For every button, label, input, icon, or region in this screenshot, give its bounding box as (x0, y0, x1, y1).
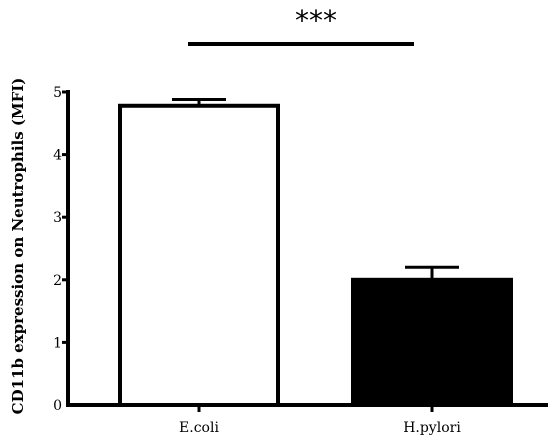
bar-h-pylori (351, 277, 513, 407)
y-axis: 0 1 2 3 4 5 (53, 85, 70, 414)
category-labels: E.coli H.pylori (179, 420, 461, 436)
y-tick-label: 0 (53, 398, 62, 414)
y-tick-label: 1 (53, 335, 62, 351)
bars (118, 98, 513, 407)
category-label: H.pylori (403, 420, 461, 436)
category-label: E.coli (179, 420, 219, 436)
y-tick-label: 2 (53, 273, 62, 289)
significance-stars: *** (295, 4, 337, 37)
significance-annotation: *** (188, 4, 414, 46)
y-tick-label: 4 (53, 148, 62, 164)
y-tick-label: 5 (53, 85, 62, 101)
y-tick-label: 3 (53, 210, 62, 226)
bar-e-coli (118, 103, 280, 407)
y-axis-label: CD11b expression on Neutrophils (MFI) (9, 78, 27, 415)
